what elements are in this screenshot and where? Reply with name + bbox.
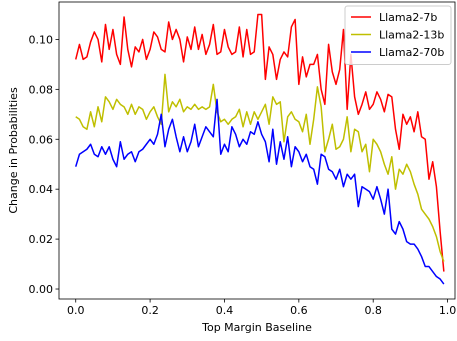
x-tick-label: 0.2 (141, 304, 159, 317)
legend-label-llama2-70b: Llama2-70b (379, 46, 444, 59)
x-tick-label: 0.6 (290, 304, 308, 317)
x-tick-label: 0.0 (67, 304, 85, 317)
legend-box (344, 5, 452, 65)
x-axis-label: Top Margin Baseline (201, 321, 312, 334)
x-tick-label: 0.8 (364, 304, 382, 317)
axes-frame (58, 1, 456, 300)
legend-label-llama2-13b: Llama2-13b (379, 29, 444, 42)
y-axis-ticks: 0.00 0.02 0.04 0.06 0.08 0.10 (29, 33, 59, 296)
y-tick-label: 0.10 (29, 33, 54, 46)
x-axis-ticks: 0.0 0.2 0.4 0.6 0.8 1.0 (67, 299, 456, 317)
legend: Llama2-7b Llama2-13b Llama2-70b (344, 5, 452, 65)
y-axis-label: Change in Probabilities (7, 87, 20, 214)
x-tick-label: 1.0 (439, 304, 457, 317)
y-tick-label: 0.04 (29, 183, 54, 196)
y-tick-label: 0.06 (29, 133, 54, 146)
plot-area (75, 13, 445, 285)
series-line-llama2-7b (75, 13, 445, 272)
y-tick-label: 0.08 (29, 83, 54, 96)
x-tick-label: 0.4 (216, 304, 234, 317)
y-tick-label: 0.00 (29, 283, 54, 296)
y-tick-label: 0.02 (29, 233, 54, 246)
legend-label-llama2-7b: Llama2-7b (379, 11, 437, 24)
series-line-llama2-13b (75, 73, 445, 262)
series-line-llama2-70b (75, 98, 445, 285)
